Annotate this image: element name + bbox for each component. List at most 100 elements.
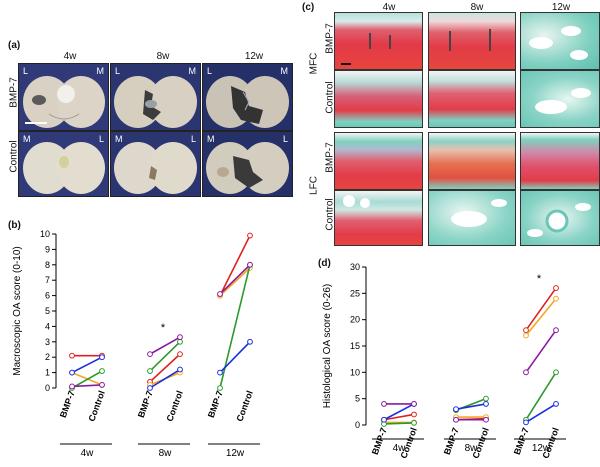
x-tick-label-bmp7: BMP-7 [442,426,461,456]
data-point [177,338,183,345]
data-point [99,382,105,388]
a-timepoint-12w: 12w [244,51,264,62]
y-tick-label: 3 [45,337,50,347]
data-point [523,369,529,376]
y-tick-label: 0 [355,420,360,430]
series-line [525,287,557,331]
photo-corner-right: L [282,134,288,144]
data-point [453,416,459,423]
data-point [147,351,153,358]
histo-lfc-bmp7-4w [334,132,423,190]
y-tick-label: 2 [45,352,50,362]
data-point [483,395,489,402]
series-line [149,368,181,389]
data-point [217,385,223,391]
series-line [149,336,181,355]
y-tick-label: 7 [45,275,50,285]
a-timepoint-8w: 8w [156,51,170,62]
fissure [449,31,451,51]
histo-mfc-control-12w [520,70,600,128]
data-point [553,401,559,407]
group-label-4w: 4w [81,448,95,459]
data-point [69,369,75,376]
data-point [523,327,529,334]
y-tick-label: 5 [45,306,50,316]
c-timepoint-12w: 12w [551,2,571,13]
photo-corner-left: L [207,66,213,76]
series-line [219,267,251,297]
data-point [217,291,223,297]
data-point [411,401,417,407]
photo-corner-left: M [23,134,31,144]
c-group-lfc: LFC [308,176,320,195]
series-line [71,370,103,389]
series-line [383,403,415,421]
y-tick-label: 0 [45,383,50,393]
histo-mfc-control-4w [334,70,423,128]
photo-corner-right: L [190,134,196,144]
y-tick-label: 5 [355,394,360,404]
y-tick-label: 1 [45,368,50,378]
data-point [247,261,253,268]
photo-corner-right: M [188,66,197,76]
y-tick-label: 6 [45,291,50,301]
histo-mfc-bmp7-12w [520,12,600,70]
series-line [71,356,103,374]
series-line [219,264,251,295]
data-point [553,295,559,302]
histo-lfc-control-4w [334,190,423,246]
histo-lfc-control-12w [520,190,600,246]
x-tick-label-bmp7: BMP-7 [206,389,225,419]
series-line [219,264,251,389]
series-line [149,341,181,372]
data-point [247,232,253,239]
x-tick-label-control: Control [87,389,107,422]
data-point [453,406,459,413]
x-tick-label-bmp7: BMP-7 [58,389,77,419]
photo-corner-right: M [96,66,105,76]
data-point [177,366,183,373]
photo-control-12w: M L [202,131,293,197]
data-point [523,419,529,426]
data-point [411,411,417,418]
photo-corner-left: M [207,134,215,144]
series-line [383,413,415,421]
photo-bmp7-8w: L M [110,63,201,131]
x-tick-label-bmp7: BMP-7 [136,389,155,419]
a-timepoint-4w: 4w [63,51,77,62]
y-tick-label: 9 [45,244,50,254]
fissure [489,29,491,51]
series-line [71,384,103,388]
c-timepoint-4w: 4w [382,2,396,13]
y-tick-label: 15 [350,341,360,351]
series-line [219,341,251,374]
data-point [553,285,559,291]
group-label-8w: 8w [159,448,173,459]
c-group-mfc: MFC [308,52,320,75]
photo-corner-left: L [23,66,29,76]
series-line [525,298,557,336]
data-point [553,369,559,376]
chart-macroscopic-oa: 0 1 2 3 4 5 6 7 8 9 10 Macroscopic OA score (0-10) B… [12,228,260,459]
fissure [369,33,371,49]
series-line [149,353,181,383]
histo-mfc-bmp7-4w [334,12,423,70]
histo-lfc-control-8w [428,190,516,246]
chart-histological-oa: 0 5 10 15 20 25 30 Histological OA score (0-26)… [322,263,566,460]
photo-control-8w: M L [110,131,201,197]
panel-c-label: (c) [302,2,315,13]
data-point [483,416,489,423]
series-line [383,422,415,425]
panel-b-label: (b) [8,220,21,231]
significance-marker: * [161,322,166,334]
histo-lfc-bmp7-12w [520,132,600,190]
photo-corner-left: M [115,134,123,144]
y-axis-title: Macroscopic OA score (0-10) [12,246,23,376]
x-tick-label-control: Control [165,389,185,422]
histo-lfc-bmp7-8w [428,132,516,190]
data-point [69,383,75,390]
panel-d-label: (d) [318,258,331,269]
series-line [525,371,557,421]
group-label-8w: 8w [465,443,479,454]
y-tick-label: 10 [40,229,50,239]
